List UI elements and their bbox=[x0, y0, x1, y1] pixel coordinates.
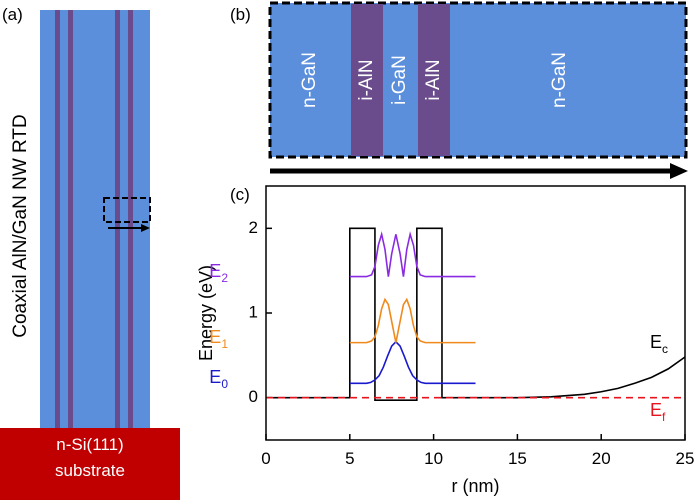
series-line bbox=[349, 297, 476, 344]
aln-shell bbox=[55, 10, 60, 430]
zoom-box bbox=[103, 197, 151, 223]
label-sub: 2 bbox=[221, 271, 228, 285]
series-line bbox=[266, 227, 686, 402]
series-label: Ec bbox=[650, 332, 668, 356]
layer-label: n-GaN bbox=[299, 52, 320, 108]
substrate-label: substrate bbox=[55, 461, 125, 480]
aln-layer bbox=[418, 4, 450, 156]
label-sub: 0 bbox=[221, 377, 228, 391]
x-tick-label: 25 bbox=[676, 449, 695, 468]
x-tick-label: 5 bbox=[345, 449, 354, 468]
y-tick-label: 1 bbox=[249, 302, 258, 321]
y-axis-label: Energy (eV) bbox=[196, 265, 216, 361]
aln-shell bbox=[68, 10, 73, 430]
x-tick-label: 15 bbox=[508, 449, 527, 468]
label-text: E bbox=[209, 261, 221, 281]
aln-layer bbox=[351, 4, 383, 156]
arrowhead bbox=[670, 163, 688, 179]
x-tick-label: 0 bbox=[261, 449, 270, 468]
series-label: E1 bbox=[209, 327, 228, 351]
x-tick-label: 10 bbox=[424, 449, 443, 468]
y-tick-label: 2 bbox=[249, 218, 258, 237]
device-label: Coaxial AlN/GaN NW RTD bbox=[10, 114, 31, 337]
substrate-label: n-Si(111) bbox=[56, 435, 123, 454]
label-sub: c bbox=[662, 342, 668, 356]
y-tick-label: 0 bbox=[249, 387, 258, 406]
plot-frame bbox=[265, 185, 686, 441]
aln-shell bbox=[115, 10, 120, 430]
panel-label: (c) bbox=[230, 185, 250, 204]
label-text: E bbox=[209, 327, 221, 347]
label-sub: f bbox=[662, 410, 666, 424]
series-label: E2 bbox=[209, 261, 228, 285]
series-line bbox=[349, 340, 476, 385]
label-text: E bbox=[650, 400, 662, 420]
panel-label: (b) bbox=[230, 5, 251, 24]
arrowhead bbox=[141, 224, 150, 232]
series-line bbox=[349, 231, 476, 278]
x-tick-label: 20 bbox=[592, 449, 611, 468]
layer-label: n-GaN bbox=[549, 52, 570, 108]
substrate bbox=[0, 428, 180, 500]
layer-label: i-AlN bbox=[423, 59, 444, 100]
x-axis-label: r (nm) bbox=[452, 476, 500, 496]
label-text: E bbox=[209, 367, 221, 387]
layer-stack bbox=[268, 1, 688, 159]
label-text: E bbox=[650, 332, 662, 352]
layer-label: i-GaN bbox=[389, 55, 410, 105]
layer-label: i-AlN bbox=[356, 59, 377, 100]
label-sub: 1 bbox=[221, 337, 228, 351]
panel-label: (a) bbox=[2, 5, 23, 24]
series-label: Ef bbox=[650, 400, 666, 424]
series-label: E0 bbox=[209, 367, 228, 391]
aln-shell bbox=[128, 10, 133, 430]
